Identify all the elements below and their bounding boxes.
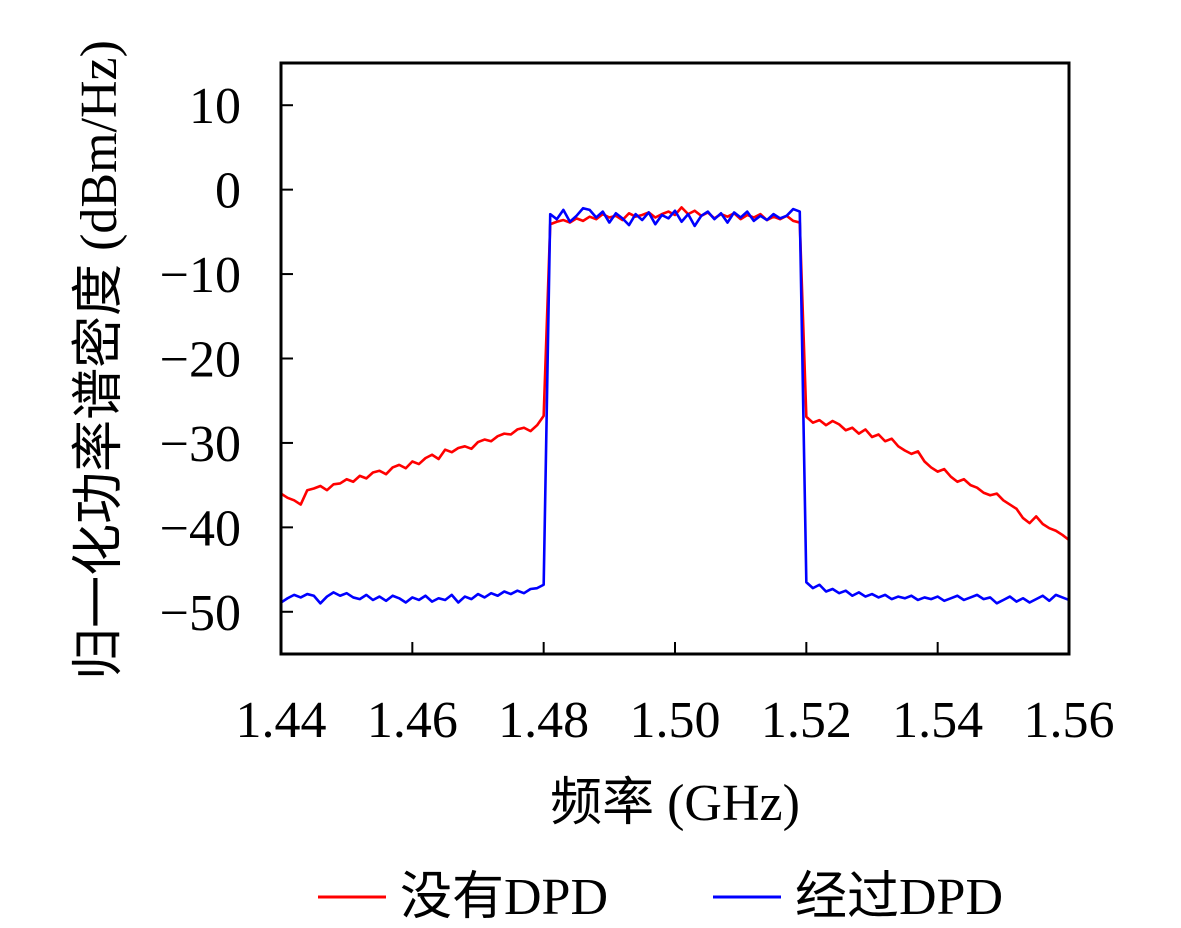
y-tick-label: −50 bbox=[160, 585, 241, 642]
x-tick-label: 1.54 bbox=[892, 692, 983, 749]
y-tick-label: −10 bbox=[160, 247, 241, 304]
y-tick-label: 10 bbox=[189, 78, 241, 135]
plot-border bbox=[279, 61, 1071, 656]
y-tick-label: −20 bbox=[160, 332, 241, 389]
legend: 没有DPD 经过DPD bbox=[318, 869, 1003, 926]
y-tick-label: −40 bbox=[160, 500, 241, 557]
series-layer bbox=[281, 206, 1069, 605]
series-line-with-dpd bbox=[281, 206, 1069, 605]
y-tick-label: 0 bbox=[215, 163, 241, 220]
x-tick-label: 1.44 bbox=[236, 692, 327, 749]
x-tick-label: 1.52 bbox=[761, 692, 852, 749]
y-tick-label: −30 bbox=[160, 416, 241, 473]
legend-label-no-dpd: 没有DPD bbox=[400, 869, 608, 926]
x-axis-label: 频率 (GHz) bbox=[550, 775, 800, 832]
legend-label-with-dpd: 经过DPD bbox=[795, 869, 1003, 926]
y-axis-label: 归一化功率谱密度 (dBm/Hz) bbox=[71, 40, 128, 680]
x-tick-label: 1.56 bbox=[1024, 692, 1115, 749]
series-line-no-dpd bbox=[281, 206, 1069, 542]
x-tick-label: 1.48 bbox=[498, 692, 589, 749]
x-tick-label: 1.46 bbox=[367, 692, 458, 749]
x-tick-label: 1.50 bbox=[630, 692, 721, 749]
tick-labels: 10 0 −10 −20 −30 −40 −50 1.44 1.46 1.48 1.50 1.52 1.… bbox=[160, 78, 1115, 749]
